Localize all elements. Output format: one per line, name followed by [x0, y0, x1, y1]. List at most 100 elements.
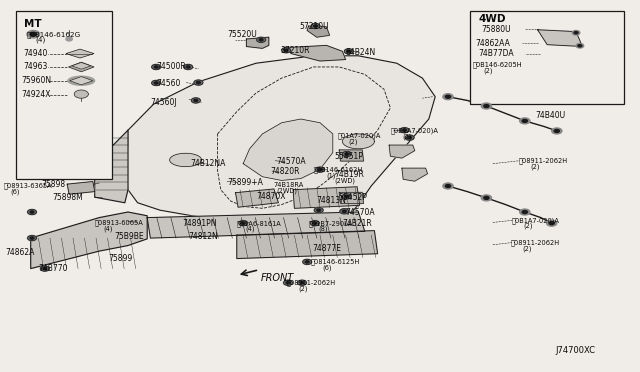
Circle shape — [345, 153, 349, 155]
Text: 74891PN: 74891PN — [182, 219, 217, 228]
Circle shape — [318, 169, 322, 171]
Text: 0B146-6205H: 0B146-6205H — [472, 61, 522, 68]
Text: 74570A: 74570A — [276, 157, 306, 166]
Polygon shape — [339, 192, 364, 203]
Text: 74B19R: 74B19R — [334, 170, 364, 179]
Circle shape — [552, 128, 562, 134]
Circle shape — [239, 221, 248, 226]
Polygon shape — [342, 134, 374, 149]
Circle shape — [347, 50, 351, 52]
Circle shape — [28, 209, 36, 215]
Polygon shape — [538, 30, 582, 46]
Text: 0B1A7-020)A: 0B1A7-020)A — [390, 128, 438, 134]
Text: (4): (4) — [35, 37, 45, 44]
Text: 74560J: 74560J — [150, 98, 177, 107]
Polygon shape — [72, 62, 91, 69]
Polygon shape — [339, 150, 364, 161]
Text: (6): (6) — [10, 189, 20, 195]
Polygon shape — [95, 130, 128, 203]
Bar — [16, 11, 112, 179]
Circle shape — [196, 81, 200, 84]
Text: 74820R: 74820R — [270, 167, 300, 176]
Circle shape — [154, 66, 158, 68]
Polygon shape — [68, 62, 94, 72]
Circle shape — [259, 39, 263, 41]
Polygon shape — [31, 212, 147, 269]
Circle shape — [408, 137, 412, 139]
Text: 75B9BE: 75B9BE — [114, 232, 143, 241]
Text: (2WD): (2WD) — [276, 187, 298, 194]
Circle shape — [443, 94, 453, 100]
Polygon shape — [67, 182, 95, 194]
Text: 75898: 75898 — [42, 180, 66, 189]
Text: 74B18RA: 74B18RA — [274, 182, 304, 188]
Circle shape — [30, 32, 36, 36]
Circle shape — [549, 222, 554, 225]
Text: 01A7-020)A: 01A7-020)A — [338, 132, 381, 139]
Text: 74862A: 74862A — [5, 248, 35, 257]
Circle shape — [445, 95, 451, 98]
Circle shape — [40, 266, 49, 271]
Circle shape — [576, 44, 584, 48]
Circle shape — [282, 48, 291, 53]
Circle shape — [300, 282, 304, 284]
Text: 74924X: 74924X — [21, 90, 51, 99]
Text: 74570A: 74570A — [346, 208, 375, 217]
Circle shape — [481, 103, 492, 109]
Polygon shape — [66, 49, 94, 58]
Circle shape — [241, 222, 245, 224]
Text: 74877E: 74877E — [312, 244, 341, 253]
Circle shape — [286, 282, 290, 284]
Polygon shape — [74, 90, 88, 98]
Text: 08913-6065A: 08913-6065A — [95, 219, 143, 226]
Text: 4WD: 4WD — [479, 14, 506, 23]
Text: (2): (2) — [298, 285, 308, 292]
Text: (4): (4) — [245, 226, 255, 232]
Text: 74940: 74940 — [23, 49, 47, 58]
Circle shape — [314, 208, 323, 213]
Circle shape — [340, 209, 349, 214]
Circle shape — [522, 119, 527, 122]
Circle shape — [303, 259, 312, 264]
Circle shape — [520, 118, 530, 124]
Text: 74862AA: 74862AA — [475, 39, 509, 48]
Text: 37210R: 37210R — [280, 46, 310, 55]
Circle shape — [520, 209, 530, 215]
Polygon shape — [243, 119, 333, 180]
Text: 01B7-290LA: 01B7-290LA — [309, 220, 353, 227]
Circle shape — [310, 221, 319, 226]
Circle shape — [194, 80, 203, 85]
Circle shape — [305, 261, 309, 263]
Circle shape — [547, 220, 557, 226]
Circle shape — [152, 64, 161, 70]
Circle shape — [154, 82, 158, 84]
Text: 75880U: 75880U — [481, 25, 511, 33]
Text: (2): (2) — [349, 138, 358, 145]
Circle shape — [342, 194, 351, 199]
Circle shape — [311, 23, 320, 29]
Circle shape — [27, 31, 40, 38]
Text: 74B21R: 74B21R — [342, 219, 372, 228]
Text: 74963: 74963 — [23, 62, 47, 71]
Circle shape — [481, 195, 492, 201]
Polygon shape — [236, 189, 278, 207]
Text: (2): (2) — [522, 245, 532, 252]
Polygon shape — [237, 231, 378, 259]
Bar — [470, 11, 624, 104]
Circle shape — [342, 210, 346, 212]
Circle shape — [314, 25, 317, 27]
Text: 74B12NA: 74B12NA — [191, 159, 226, 168]
Circle shape — [257, 37, 266, 42]
Circle shape — [574, 32, 578, 34]
Circle shape — [317, 209, 321, 211]
Circle shape — [484, 105, 489, 108]
Text: 0B1A7-020)A: 0B1A7-020)A — [512, 217, 560, 224]
Text: 75898M: 75898M — [52, 193, 83, 202]
Text: 08146-6162G: 08146-6162G — [27, 31, 81, 38]
Circle shape — [342, 151, 351, 157]
Polygon shape — [285, 45, 346, 61]
Circle shape — [405, 135, 414, 140]
Text: 74812N: 74812N — [189, 232, 218, 241]
Circle shape — [400, 128, 409, 133]
Polygon shape — [70, 77, 93, 85]
